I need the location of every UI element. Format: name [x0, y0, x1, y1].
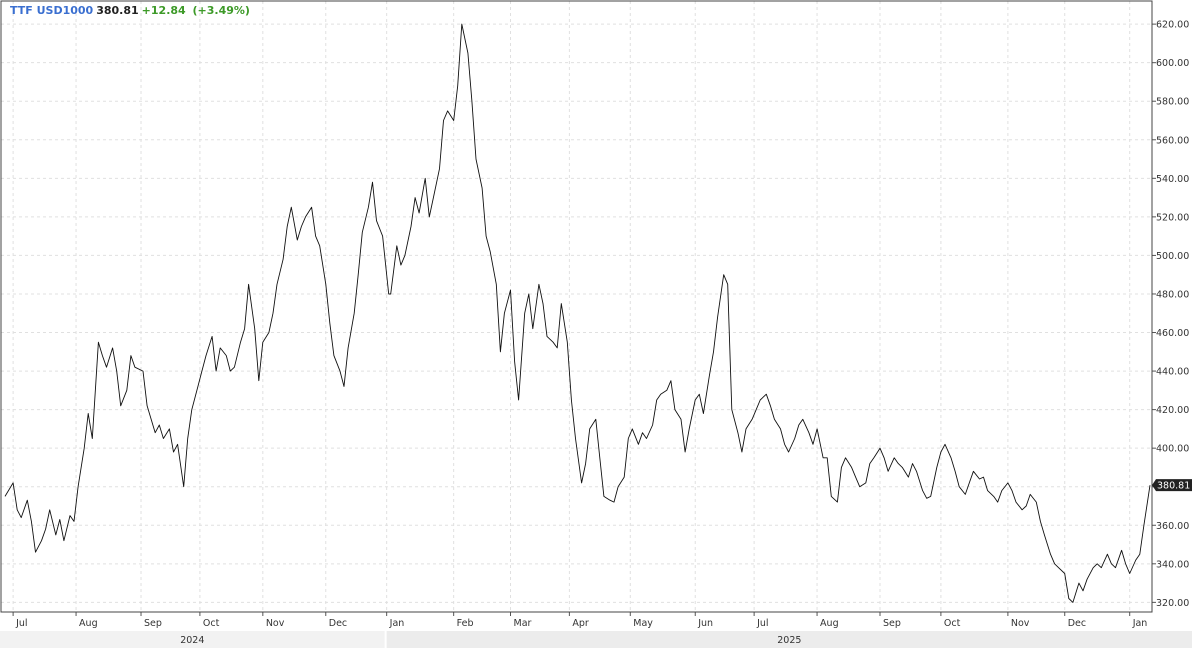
x-tick-label: Jul: [756, 618, 768, 629]
x-tick-label: Jun: [697, 618, 713, 629]
ticker-header: TTF USD1000 380.81 +12.84 (+3.49%): [10, 4, 250, 17]
last-price-tag: 380.81: [1152, 479, 1192, 492]
x-tick-label: Dec: [1068, 618, 1086, 629]
last-price-tag-text: 380.81: [1157, 481, 1190, 492]
year-band: [386, 631, 1192, 648]
y-tick-label: 620.00: [1156, 20, 1189, 31]
x-tick-label: Mar: [514, 618, 532, 629]
axes: [0, 0, 1156, 616]
last-price: 380.81: [96, 4, 139, 17]
x-tick-label: Oct: [203, 618, 220, 629]
year-band: [0, 631, 385, 648]
x-tick-label: Nov: [266, 618, 285, 629]
year-label: 2024: [180, 635, 204, 646]
series-line: [4, 23, 1151, 603]
x-tick-label: Sep: [883, 618, 901, 629]
y-tick-label: 560.00: [1156, 135, 1189, 146]
y-tick-label: 400.00: [1156, 444, 1189, 455]
x-tick-label: Sep: [144, 618, 162, 629]
x-tick-label: Jan: [389, 618, 405, 629]
last-price-tag-bg: [1152, 479, 1192, 492]
price-change: +12.84: [141, 4, 186, 17]
y-tick-label: 440.00: [1156, 367, 1189, 378]
year-label: 2025: [777, 635, 801, 646]
x-tick-label: Feb: [457, 618, 474, 629]
y-tick-label: 420.00: [1156, 405, 1189, 416]
x-tick-label: Jan: [1132, 618, 1148, 629]
y-tick-label: 520.00: [1156, 212, 1189, 223]
price-change-pct: (+3.49%): [192, 4, 250, 17]
axis-labels: 320.00340.00360.00380.00400.00420.00440.…: [15, 20, 1192, 646]
x-tick-label: May: [633, 618, 653, 629]
y-tick-label: 540.00: [1156, 174, 1189, 185]
plot-frame: [0, 0, 1153, 613]
y-tick-label: 480.00: [1156, 289, 1189, 300]
y-tick-label: 340.00: [1156, 559, 1189, 570]
x-tick-label: Apr: [572, 618, 589, 629]
x-tick-label: Nov: [1011, 618, 1030, 629]
x-tick-label: Oct: [944, 618, 961, 629]
y-tick-label: 500.00: [1156, 251, 1189, 262]
x-tick-label: Aug: [79, 618, 98, 629]
y-tick-label: 460.00: [1156, 328, 1189, 339]
y-tick-label: 360.00: [1156, 521, 1189, 532]
year-axis-band: [0, 631, 1192, 648]
y-tick-label: 600.00: [1156, 58, 1189, 69]
x-tick-label: Dec: [329, 618, 347, 629]
y-tick-label: 580.00: [1156, 97, 1189, 108]
price-line[interactable]: [4, 23, 1151, 603]
y-tick-label: 320.00: [1156, 598, 1189, 609]
ticker-symbol[interactable]: TTF USD1000: [10, 4, 94, 17]
x-tick-label: Aug: [820, 618, 839, 629]
x-tick-label: Jul: [15, 618, 27, 629]
